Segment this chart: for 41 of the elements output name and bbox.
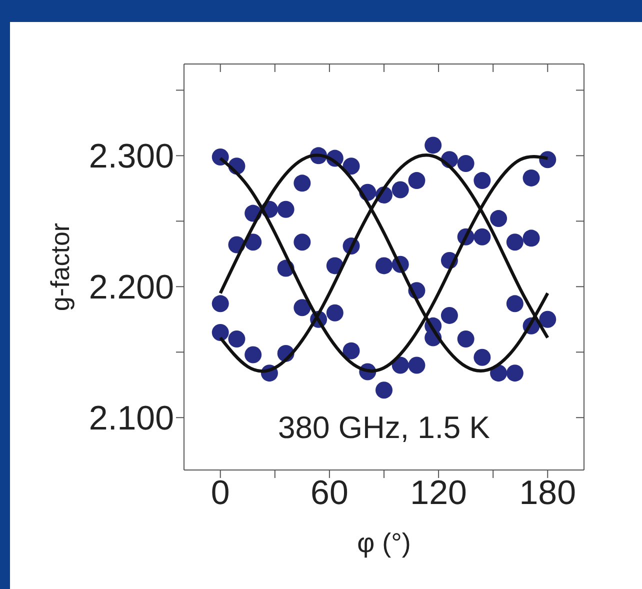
point (474, 228, 491, 246)
point (392, 356, 409, 374)
x-axis-title: φ (°) (357, 528, 411, 558)
point (539, 310, 556, 328)
point (392, 181, 409, 198)
point (522, 169, 540, 186)
point (457, 155, 474, 172)
point (522, 230, 540, 247)
point (408, 356, 426, 374)
point (277, 200, 294, 218)
annotation: 380 GHz, 1.5 K (277, 410, 491, 446)
point (212, 295, 229, 312)
point (376, 257, 392, 274)
point (506, 295, 524, 312)
point (506, 364, 524, 382)
point (440, 306, 458, 324)
point (228, 330, 246, 348)
point (342, 158, 360, 175)
y-tick-label: 2.300 (88, 138, 174, 176)
y-tick-label: 2.100 (88, 400, 174, 438)
x-tick-label: 0 (210, 474, 230, 512)
y-axis-title: g-factor (45, 222, 76, 312)
point (506, 234, 524, 251)
x-tick-label: 60 (310, 474, 348, 512)
point (474, 348, 491, 366)
point (474, 172, 491, 190)
point (376, 382, 392, 399)
x-tick-label: 120 (410, 474, 467, 512)
point (212, 324, 229, 341)
point (342, 342, 360, 360)
point (490, 210, 508, 228)
point (294, 299, 311, 316)
point (408, 172, 426, 190)
point (457, 330, 474, 348)
point (326, 304, 344, 322)
x-tick-label: 180 (519, 474, 576, 512)
y-tick-label: 2.200 (88, 268, 174, 307)
point (294, 234, 311, 251)
point (294, 174, 311, 192)
point (244, 346, 262, 364)
point (424, 136, 442, 154)
